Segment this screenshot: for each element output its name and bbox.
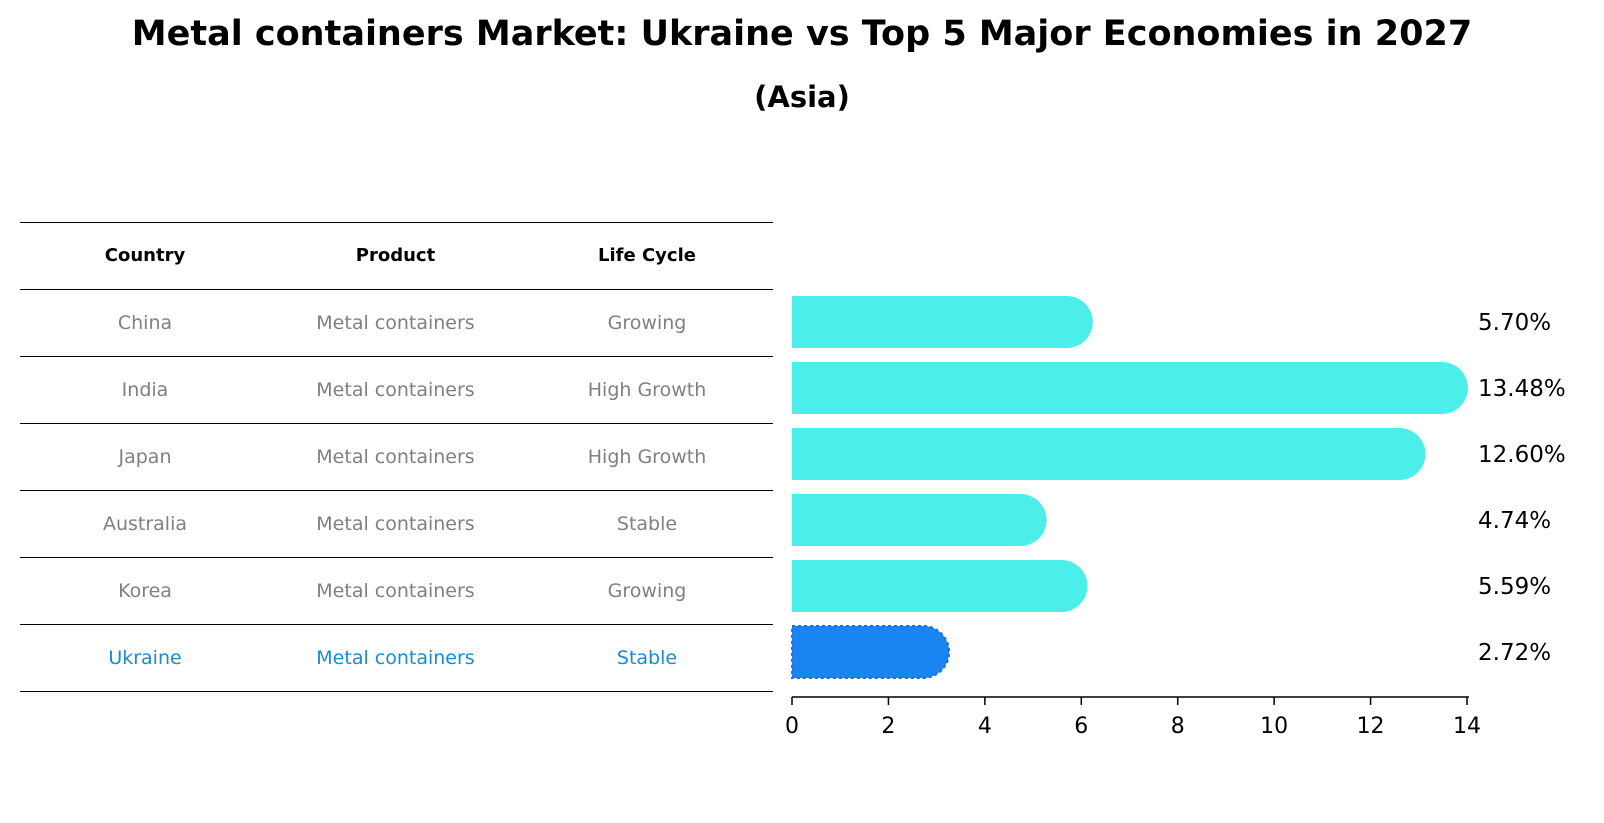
header-life-cycle: Life Cycle — [598, 245, 696, 266]
x-tick-label: 8 — [1171, 714, 1185, 739]
bar-australia — [792, 494, 1047, 546]
cell-country: Japan — [118, 446, 172, 468]
x-tick-label: 2 — [881, 714, 895, 739]
header-product: Product — [355, 245, 436, 266]
cell-life-cycle: High Growth — [587, 379, 707, 401]
cell-country: China — [117, 312, 173, 334]
x-tick-label: 10 — [1260, 714, 1288, 739]
value-label-korea: 5.59% — [1478, 574, 1551, 600]
x-tick-label: 0 — [785, 714, 799, 739]
table-row-highlight: Ukraine Metal containers Stable — [20, 624, 773, 692]
header-country: Country — [104, 245, 186, 266]
x-tick-label: 12 — [1357, 714, 1385, 739]
cell-product: Metal containers — [316, 580, 475, 602]
cell-product: Metal containers — [316, 379, 475, 401]
value-label-japan: 12.60% — [1478, 442, 1566, 468]
cell-product: Metal containers — [316, 446, 475, 468]
table-row: China Metal containers Growing — [20, 289, 773, 356]
cell-product: Metal containers — [316, 647, 475, 669]
cell-product: Metal containers — [316, 312, 475, 334]
table-row: Japan Metal containers High Growth — [20, 423, 773, 490]
chart-subtitle: (Asia) — [754, 80, 850, 114]
bar-japan — [792, 428, 1426, 480]
cell-country: India — [121, 379, 169, 401]
table-header-row: Country Product Life Cycle — [20, 222, 773, 289]
cell-life-cycle: Growing — [607, 580, 687, 602]
value-label-australia: 4.74% — [1478, 508, 1551, 534]
cell-life-cycle: Growing — [607, 312, 687, 334]
cell-life-cycle: Stable — [616, 647, 678, 669]
country-table: Country Product Life Cycle China Metal c… — [20, 222, 773, 692]
value-label-china: 5.70% — [1478, 310, 1551, 336]
bar-china — [792, 296, 1093, 348]
x-tick-label: 6 — [1074, 714, 1088, 739]
cell-product: Metal containers — [316, 513, 475, 535]
bar-korea — [792, 560, 1088, 612]
bar-india — [792, 362, 1468, 414]
value-label-india: 13.48% — [1478, 376, 1566, 402]
cell-country: Ukraine — [108, 647, 182, 669]
table-row: Australia Metal containers Stable — [20, 490, 773, 557]
table-row: Korea Metal containers Growing — [20, 557, 773, 624]
value-label-ukraine: 2.72% — [1478, 640, 1551, 666]
cell-country: Australia — [102, 513, 188, 535]
table-row: India Metal containers High Growth — [20, 356, 773, 423]
bar-ukraine — [791, 625, 951, 679]
x-tick-label: 14 — [1453, 714, 1481, 739]
cell-country: Korea — [118, 580, 172, 602]
x-tick-label: 4 — [978, 714, 992, 739]
cell-life-cycle: Stable — [616, 513, 678, 535]
chart-title: Metal containers Market: Ukraine vs Top … — [131, 14, 1473, 54]
cell-life-cycle: High Growth — [587, 446, 707, 468]
